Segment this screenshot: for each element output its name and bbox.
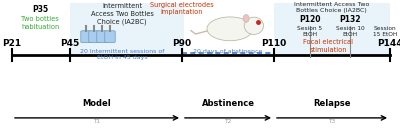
Text: P45: P45 (60, 39, 80, 48)
Text: T2: T2 (224, 119, 232, 124)
Text: T3: T3 (328, 119, 336, 124)
Text: Two bottles
habituation: Two bottles habituation (21, 16, 59, 30)
Text: P132: P132 (339, 15, 361, 24)
Text: Sesion 10
EtOH: Sesion 10 EtOH (336, 26, 364, 37)
FancyBboxPatch shape (70, 3, 184, 57)
Text: Intermittent Access Two
Bottles Choice (IA2BC): Intermittent Access Two Bottles Choice (… (294, 2, 369, 13)
FancyBboxPatch shape (81, 31, 91, 43)
Text: Sesion 5
EtOH: Sesion 5 EtOH (298, 26, 322, 37)
Text: P90: P90 (172, 39, 192, 48)
FancyBboxPatch shape (89, 31, 99, 43)
Text: T1: T1 (94, 119, 100, 124)
Ellipse shape (207, 17, 253, 41)
Text: 20 Intermittent sessions of
EtOH in 45 days: 20 Intermittent sessions of EtOH in 45 d… (80, 49, 164, 60)
Ellipse shape (244, 17, 264, 34)
Text: P110: P110 (261, 39, 287, 48)
FancyBboxPatch shape (105, 31, 115, 43)
FancyBboxPatch shape (274, 3, 390, 57)
FancyBboxPatch shape (97, 31, 107, 43)
Text: Surgical electrodes
implantation: Surgical electrodes implantation (150, 2, 214, 15)
Text: P144: P144 (377, 39, 400, 48)
Text: P21: P21 (2, 39, 22, 48)
Ellipse shape (243, 15, 249, 22)
Text: Focal electrical
stimulation: Focal electrical stimulation (303, 39, 353, 53)
Text: Abstinence: Abstinence (202, 99, 254, 108)
Text: 20 days of abstinence: 20 days of abstinence (192, 49, 262, 54)
Text: Relapse: Relapse (313, 99, 351, 108)
Text: P120: P120 (299, 15, 321, 24)
Text: Session
15 EtOH: Session 15 EtOH (373, 26, 397, 37)
Text: Model: Model (83, 99, 111, 108)
Text: Intermittent
Access Two Bottles
Choice (IA2BC): Intermittent Access Two Bottles Choice (… (90, 3, 154, 25)
Text: P35: P35 (32, 5, 48, 14)
